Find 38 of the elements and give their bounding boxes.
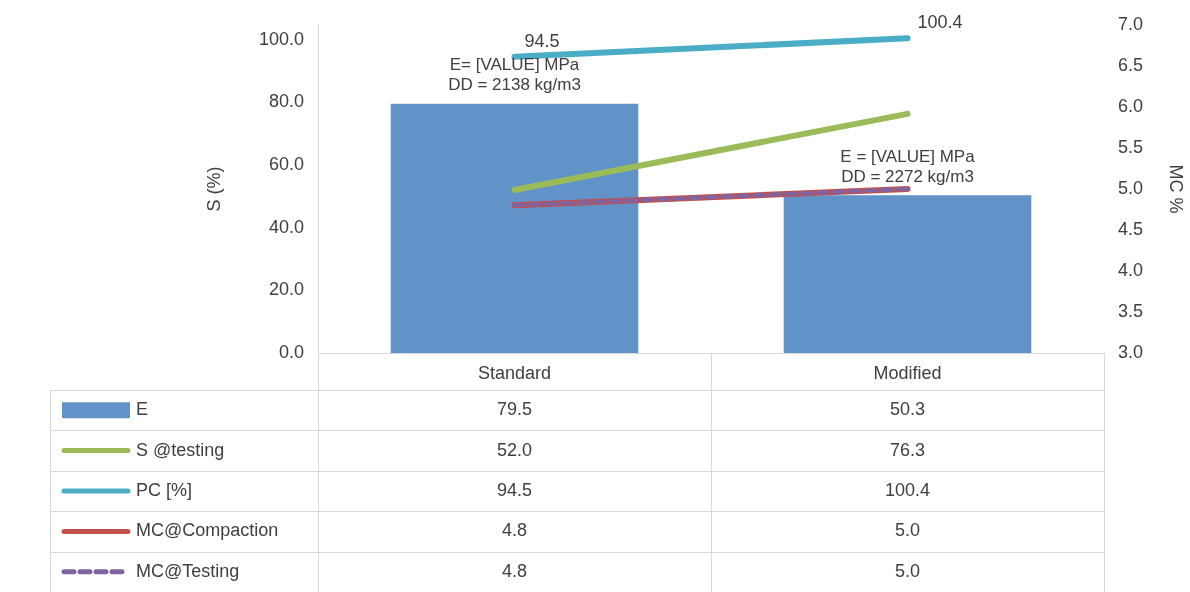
y-tick-label: 0.0 [278,341,304,362]
y2-tick-label: 6.0 [1118,95,1144,116]
y2-tick-label: 4.0 [1118,259,1144,280]
legend-label: MC@Compaction [136,520,279,541]
annotation: 94.5 [524,30,560,51]
annotation: 100.4 [917,12,963,33]
data-label: 50.3 [889,399,926,420]
y-axis-title: S (%) [203,166,224,212]
x-tick-label: Standard [477,362,552,383]
y2-axis-title: MC % [1166,164,1187,214]
data-label: 4.8 [501,520,528,541]
data-label: 94.5 [496,479,533,500]
y2-tick-label: 6.5 [1118,54,1144,75]
legend-label: PC [%] [136,479,193,500]
data-label: 52.0 [496,439,533,460]
y-tick-label: 60.0 [268,153,304,174]
y2-tick-label: 5.5 [1118,136,1144,157]
data-label: 100.4 [884,479,931,500]
data-label: 5.0 [894,560,921,581]
legend-label: MC@Testing [136,560,240,581]
y-tick-label: 80.0 [268,91,304,112]
annotation: E= [VALUE] MPa DD = 2138 kg/m3 [448,55,581,95]
data-label: 76.3 [889,439,926,460]
y2-tick-label: 4.5 [1118,218,1144,239]
y2-tick-label: 5.0 [1118,177,1144,198]
y-tick-label: 100.0 [258,28,304,49]
y2-tick-label: 7.0 [1118,13,1144,34]
y-tick-label: 20.0 [268,279,304,300]
y2-tick-label: 3.0 [1118,341,1144,362]
legend-label: E [136,399,149,420]
y-tick-label: 40.0 [268,216,304,237]
data-label: 4.8 [501,560,528,581]
y2-tick-label: 3.5 [1118,300,1144,321]
x-tick-label: Modified [873,362,942,383]
annotation: E = [VALUE] MPa DD = 2272 kg/m3 [840,147,976,187]
data-label: 5.0 [894,520,921,541]
data-label: 79.5 [496,399,533,420]
legend-label: S @testing [136,439,225,460]
